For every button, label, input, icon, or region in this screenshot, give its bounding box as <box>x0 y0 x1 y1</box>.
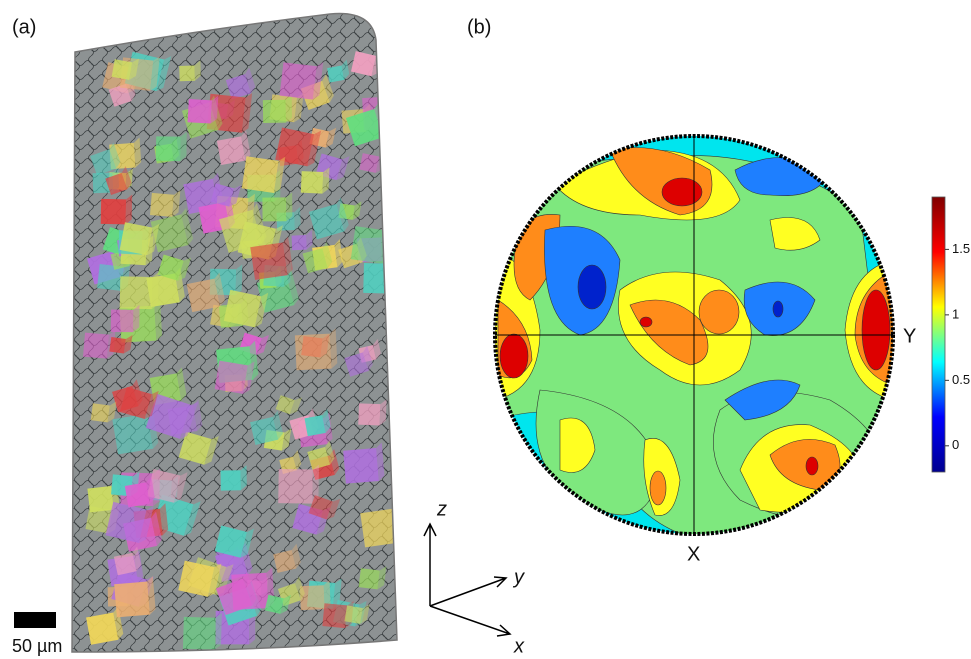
grain-face <box>292 235 307 250</box>
colorbar-tick-label: 1 <box>952 306 959 321</box>
grain-face <box>322 603 347 628</box>
grain <box>278 464 319 504</box>
grain-face <box>179 65 195 81</box>
axis-label: y <box>512 566 525 588</box>
grain-side <box>394 503 405 543</box>
grain-face <box>215 361 248 394</box>
grain-face <box>221 470 241 490</box>
colorbar <box>932 197 945 472</box>
grain-face <box>120 276 153 309</box>
colorbar-tick-label: 0.5 <box>952 372 970 387</box>
grain-face <box>125 482 150 507</box>
axis-label: z <box>436 498 447 520</box>
grain-face <box>359 568 380 589</box>
grain-face <box>156 136 181 161</box>
grain <box>120 271 159 309</box>
axis-label: x <box>513 635 525 657</box>
panel-label: (b) <box>467 16 491 38</box>
specimen <box>60 5 410 659</box>
scale-label: 50 µm <box>12 636 62 656</box>
grain-face <box>359 153 379 173</box>
grain-face <box>262 197 286 221</box>
axis-label: Y <box>903 325 916 347</box>
grain-face <box>301 171 323 193</box>
grain-side <box>215 613 222 650</box>
grain-face <box>263 100 286 123</box>
axis-label: X <box>687 543 700 565</box>
figure: (a) (b) 50 µm z y x <box>0 0 971 659</box>
grain-face <box>300 585 325 610</box>
grain-face <box>343 448 379 484</box>
colorbar-tick-label: 1.5 <box>952 241 970 256</box>
axis-triad <box>424 524 510 636</box>
grain-face <box>183 617 216 650</box>
grain-face <box>344 605 362 623</box>
grain-face <box>242 156 279 193</box>
grain-face <box>224 290 261 327</box>
grain-face <box>280 62 317 99</box>
grain-face <box>363 263 394 294</box>
grain-side <box>393 259 400 294</box>
grain-face <box>83 333 109 359</box>
grain-face <box>114 582 150 618</box>
grain-face <box>250 242 287 279</box>
grain-face <box>217 136 246 165</box>
panel-label: (a) <box>12 16 36 38</box>
grain-face <box>295 334 332 371</box>
scale-bar <box>14 612 56 628</box>
grain-face <box>304 415 325 436</box>
grain-face <box>86 613 118 645</box>
grain-face <box>112 414 153 455</box>
grain-face <box>91 403 110 422</box>
grain-face <box>358 403 380 425</box>
grain-face <box>120 222 153 255</box>
grain-face <box>278 469 313 504</box>
grain <box>183 612 222 650</box>
grain-side <box>152 272 159 309</box>
grain-face <box>114 553 136 575</box>
grain-face <box>109 337 126 354</box>
pole-figure <box>490 130 900 540</box>
grain-face <box>187 279 221 313</box>
grain-side <box>384 226 395 265</box>
grain-face <box>101 199 126 224</box>
grain-side <box>286 192 292 221</box>
grain-face <box>178 561 214 597</box>
grain-face <box>112 59 133 80</box>
grain-face <box>327 65 344 82</box>
colorbar-tick-label: 0 <box>952 437 959 452</box>
grain-face <box>150 193 174 217</box>
grain-face <box>111 309 134 332</box>
grain-side <box>394 91 402 128</box>
grain-face <box>188 99 213 124</box>
grain-side <box>236 264 243 295</box>
